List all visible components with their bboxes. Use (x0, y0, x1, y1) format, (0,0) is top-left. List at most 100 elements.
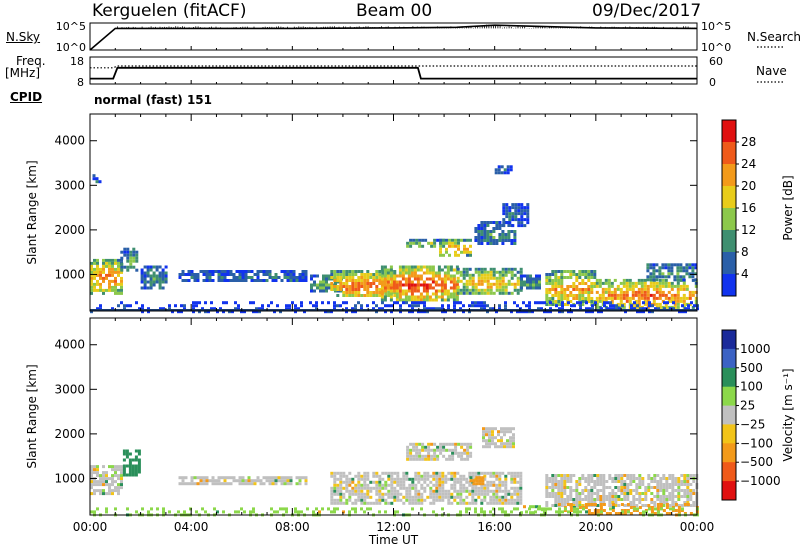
velocity-cell (420, 483, 424, 487)
power-cell (425, 268, 429, 272)
velocity-cell (497, 433, 500, 437)
velocity-cell (333, 507, 336, 511)
velocity-cell (513, 489, 517, 493)
power-cell (183, 307, 186, 311)
power-cell (256, 279, 260, 282)
velocity-cell (298, 479, 302, 483)
velocity-cell (427, 454, 431, 458)
velocity-cell (459, 483, 463, 487)
velocity-cell (477, 489, 481, 493)
velocity-cell (122, 467, 126, 471)
velocity-cell (387, 471, 391, 475)
velocity-cell (426, 495, 430, 499)
velocity-cell (611, 506, 615, 509)
velocity-cell (427, 442, 431, 446)
velocity-cell (333, 498, 337, 502)
power-cell (392, 280, 396, 284)
power-cell (123, 247, 127, 251)
velocity-cell (557, 486, 561, 489)
velocity-cell (433, 442, 437, 446)
velocity-cell (202, 482, 206, 486)
velocity-cell (538, 505, 541, 509)
velocity-cell (584, 486, 588, 489)
power-cell (523, 212, 527, 216)
velocity-cell (593, 486, 597, 489)
power-cell (679, 296, 683, 300)
velocity-cell (318, 510, 321, 514)
power-cell (96, 279, 99, 283)
velocity-cell (480, 498, 484, 502)
power-cell (271, 276, 275, 279)
power-cell (679, 263, 683, 267)
velocity-cell (525, 510, 528, 514)
power-cell (389, 277, 393, 281)
power-cell (321, 301, 324, 305)
velocity-cell (636, 507, 639, 511)
velocity-cell (226, 476, 230, 480)
power-cell (304, 270, 308, 273)
power-cell (585, 301, 588, 305)
power-cell (455, 283, 459, 287)
power-cell (401, 271, 405, 275)
power-cell (652, 281, 656, 285)
power-cell (685, 269, 689, 273)
velocity-cell (444, 480, 448, 484)
velocity-cell (122, 449, 126, 453)
velocity-cell (93, 465, 96, 469)
velocity-cell (510, 510, 513, 514)
power-cell (319, 289, 322, 293)
velocity-cell (587, 509, 591, 512)
power-cell (495, 285, 499, 289)
power-cell (419, 265, 423, 269)
power-cell (462, 310, 465, 314)
velocity-cell (590, 486, 594, 489)
power-cell (560, 297, 564, 300)
power-cell (357, 282, 361, 285)
velocity-cell (480, 483, 484, 487)
power-cell (516, 279, 520, 283)
power-cell (375, 273, 379, 276)
velocity-cell (519, 471, 523, 475)
velocity-cell (498, 483, 502, 487)
velocity-colorbar-tick-label: −25 (740, 417, 765, 431)
velocity-cell (557, 498, 561, 501)
power-cell (480, 282, 484, 286)
power-cell (459, 288, 463, 292)
power-cell (483, 307, 486, 311)
velocity-cell (519, 492, 523, 496)
velocity-cell (409, 448, 413, 452)
power-cell (111, 258, 114, 262)
power-cell (639, 310, 642, 314)
velocity-cell (469, 442, 473, 446)
power-cell (158, 274, 162, 278)
power-cell (636, 304, 639, 308)
velocity-cell (447, 471, 451, 475)
nsearch-tick-bottom: 10^0 (701, 41, 731, 54)
velocity-cell (614, 498, 618, 501)
velocity-cell (510, 474, 514, 478)
velocity-cell (117, 465, 120, 469)
power-cell (557, 297, 561, 300)
power-cell (622, 284, 626, 288)
power-cell (631, 290, 635, 294)
power-cell (345, 310, 348, 314)
velocity-cell (418, 454, 422, 458)
power-cell (423, 307, 426, 311)
power-cell (451, 238, 454, 242)
power-cell (333, 279, 337, 282)
velocity-cell (125, 449, 129, 453)
velocity-cell (474, 510, 477, 514)
power-cell (105, 264, 108, 268)
power-cell (410, 295, 414, 299)
velocity-cell (510, 501, 514, 505)
power-cell (297, 307, 300, 311)
velocity-cell (442, 448, 446, 452)
power-cell (501, 276, 505, 280)
power-cell (591, 307, 594, 311)
velocity-cell (480, 471, 484, 475)
power-cell (111, 273, 114, 277)
power-cell (584, 273, 588, 276)
power-cell (336, 304, 339, 308)
power-cell (196, 279, 200, 282)
power-cell (682, 275, 686, 279)
